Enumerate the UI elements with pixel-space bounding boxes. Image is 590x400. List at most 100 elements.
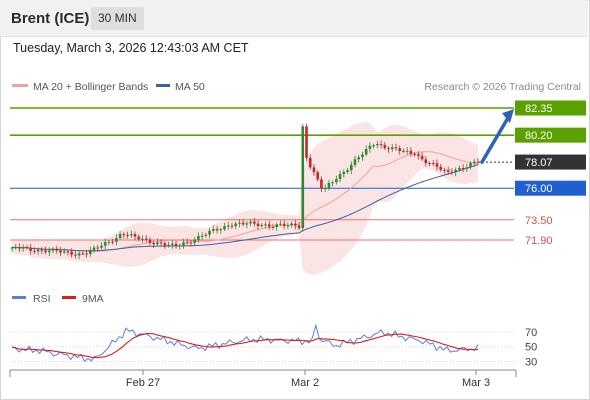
level-box-78-07	[515, 154, 586, 170]
candle	[275, 222, 278, 231]
candle	[182, 238, 185, 249]
candle	[159, 239, 163, 247]
candle-body	[435, 163, 439, 167]
candle	[342, 169, 346, 178]
candle	[85, 249, 88, 258]
candle-body	[465, 167, 469, 169]
timeframe-badge[interactable]: 30 MIN	[91, 7, 144, 30]
header-bar: Brent (ICE) 30 MIN	[0, 0, 588, 37]
candle-body	[469, 163, 472, 168]
candle-body	[171, 243, 174, 245]
candle-body	[36, 249, 40, 252]
candle	[59, 246, 62, 257]
candle-body	[383, 144, 387, 149]
candle	[115, 234, 118, 246]
candle-body	[115, 238, 118, 242]
candle	[376, 140, 379, 149]
candle	[320, 176, 323, 193]
rsi-layer: 70 50 30	[11, 323, 537, 369]
bollinger-band-layer	[12, 122, 478, 275]
candle	[197, 232, 200, 243]
candle	[77, 250, 81, 260]
level-label-82-35: 82.35	[525, 103, 553, 115]
candle-body	[420, 155, 424, 160]
candle	[234, 221, 237, 229]
candle	[424, 156, 428, 167]
candle	[301, 124, 305, 232]
candle-body	[29, 247, 32, 251]
level-label-78-07: 78.07	[525, 157, 553, 169]
candle-body	[461, 167, 465, 169]
candle-body	[21, 247, 25, 249]
candle-body	[88, 249, 92, 254]
candle	[148, 237, 152, 246]
candle-body	[301, 126, 305, 229]
candle-body	[193, 239, 196, 243]
candle-body	[230, 225, 234, 227]
candle	[204, 232, 208, 238]
candle-body	[197, 236, 200, 240]
candle	[111, 238, 114, 245]
candle-body	[346, 170, 349, 173]
candle-body	[390, 147, 394, 150]
candle-body	[405, 150, 409, 152]
candle	[383, 141, 387, 150]
candle	[387, 146, 390, 153]
candle	[439, 164, 443, 172]
candle-body	[118, 234, 122, 239]
candle	[256, 220, 260, 230]
candle	[454, 167, 457, 177]
candle	[219, 227, 223, 234]
legend-ma20-swatch	[12, 84, 28, 87]
candle	[450, 168, 454, 175]
candle-body	[349, 164, 353, 171]
candle-body	[129, 234, 133, 236]
candle	[458, 165, 461, 172]
candle	[126, 231, 129, 239]
candle	[118, 231, 122, 240]
candle	[316, 170, 319, 182]
candle-body	[245, 223, 249, 225]
candle-body	[208, 230, 211, 235]
candle-body	[44, 250, 47, 253]
candle-body	[331, 182, 334, 184]
legend-9ma-label: 9MA	[82, 293, 104, 305]
candle-body	[417, 154, 420, 156]
legend-9ma-swatch	[62, 296, 76, 299]
candle	[420, 152, 424, 162]
candle-body	[472, 161, 476, 164]
rsi-ma-line	[11, 332, 479, 359]
candle	[92, 245, 96, 253]
candle-body	[323, 188, 327, 190]
candle-body	[10, 247, 14, 249]
candle-body	[342, 172, 346, 175]
candle-body	[260, 224, 264, 227]
candle	[47, 247, 51, 256]
candle	[88, 246, 92, 257]
candle-body	[126, 234, 129, 236]
candle-body	[33, 250, 36, 252]
candle-body	[59, 250, 62, 253]
candle-body	[55, 248, 59, 251]
candle	[107, 239, 111, 246]
candle	[327, 179, 331, 191]
candle	[44, 246, 47, 255]
time-tick-label: Feb 27	[126, 377, 160, 389]
bollinger-band-area	[12, 122, 478, 275]
candle	[133, 231, 137, 241]
candle	[417, 151, 420, 160]
level-label-71-90: 71.90	[525, 235, 553, 247]
candle	[215, 225, 219, 234]
candle-body	[376, 144, 379, 146]
candle	[398, 145, 402, 155]
candle	[62, 248, 66, 255]
candle-body	[148, 239, 152, 244]
level-box-80-20	[515, 127, 586, 143]
candle-body	[428, 163, 431, 165]
candle-body	[18, 247, 21, 249]
candle-body	[409, 150, 413, 154]
candle-body	[100, 245, 103, 248]
candle-body	[372, 145, 375, 147]
